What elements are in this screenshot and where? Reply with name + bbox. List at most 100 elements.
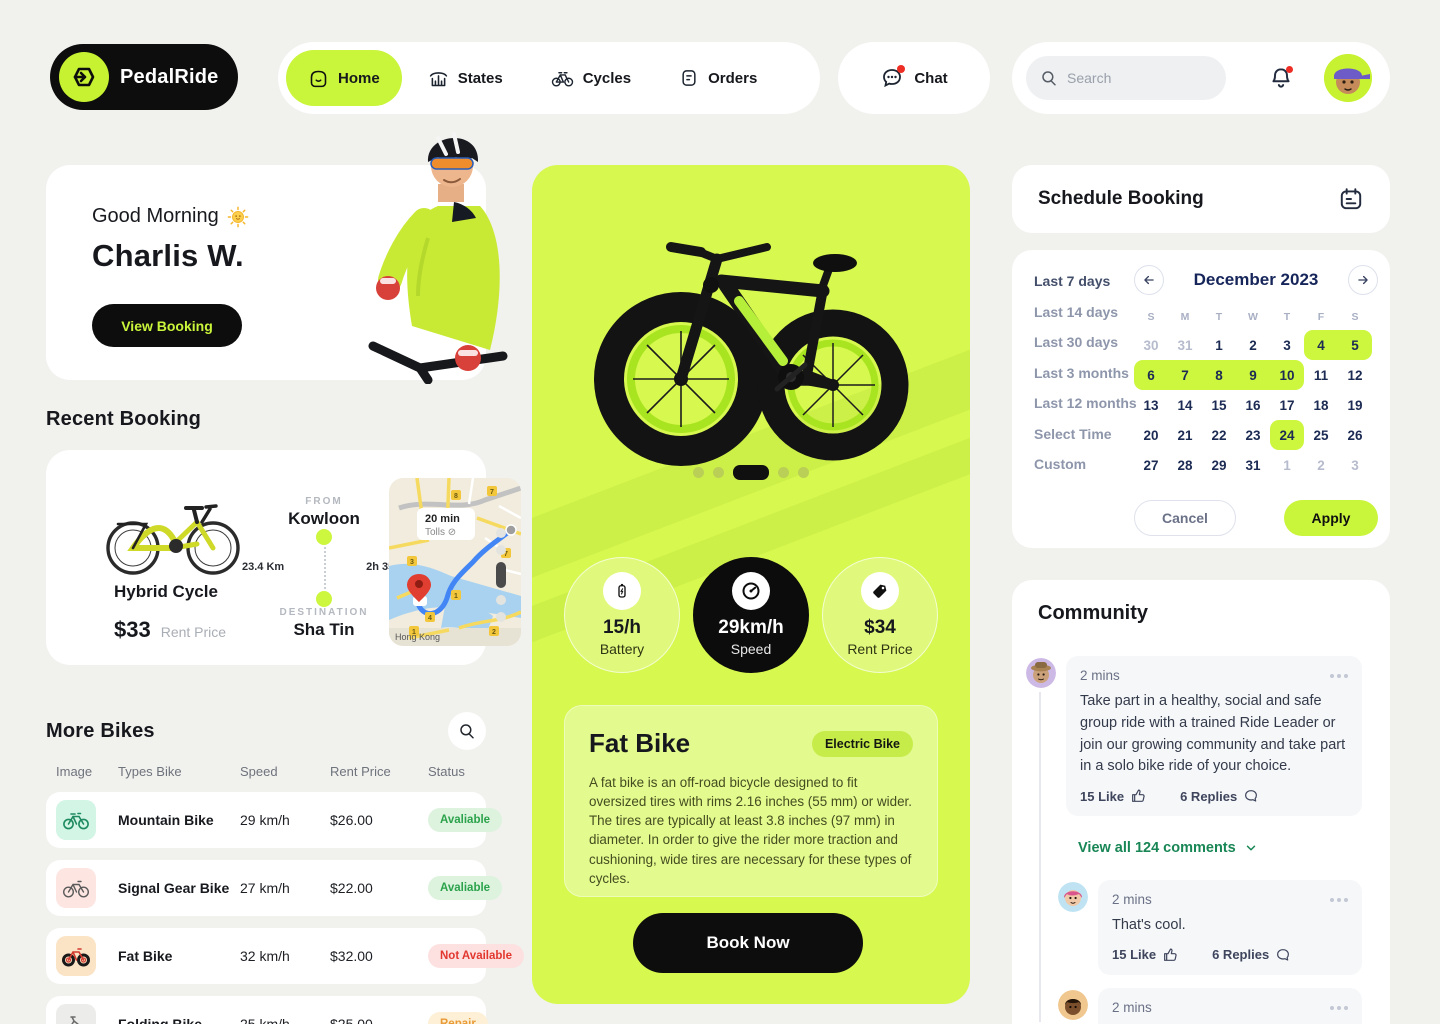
- next-month-button[interactable]: [1347, 265, 1378, 295]
- carousel-dot[interactable]: [798, 467, 809, 478]
- calendar-day[interactable]: 19: [1347, 397, 1363, 413]
- bikes-table-header: Image Types Bike Speed Rent Price Status: [46, 764, 486, 779]
- replies-button[interactable]: 6 Replies: [1180, 788, 1259, 804]
- cancel-button[interactable]: Cancel: [1134, 500, 1236, 536]
- comment-menu-button[interactable]: [1330, 1005, 1348, 1010]
- calendar-day[interactable]: 3: [1283, 337, 1291, 353]
- calendar-day[interactable]: 15: [1211, 397, 1227, 413]
- preset-last-30-days[interactable]: Last 30 days: [1034, 334, 1119, 350]
- calendar-day-selected[interactable]: 5: [1338, 330, 1372, 360]
- apply-button[interactable]: Apply: [1284, 500, 1378, 536]
- preset-custom[interactable]: Custom: [1034, 456, 1087, 472]
- search-input[interactable]: [1067, 70, 1197, 86]
- calendar-day[interactable]: 2: [1249, 337, 1257, 353]
- carousel-dot[interactable]: [693, 467, 704, 478]
- nav-item-orders[interactable]: Orders: [657, 50, 779, 106]
- preset-last-7-days[interactable]: Last 7 days: [1034, 273, 1111, 289]
- calendar-day[interactable]: 25: [1313, 427, 1329, 443]
- notification-bell[interactable]: [1268, 65, 1294, 91]
- nav-label: Home: [338, 69, 380, 87]
- bike-name: Fat Bike: [589, 728, 691, 758]
- calendar-day[interactable]: 31: [1245, 457, 1261, 473]
- calendar-day[interactable]: 2: [1317, 457, 1325, 473]
- search-field[interactable]: [1026, 56, 1226, 100]
- calendar-day[interactable]: 1: [1215, 337, 1223, 353]
- calendar-day[interactable]: 30: [1143, 337, 1159, 353]
- calendar-day-selected[interactable]: 8: [1202, 360, 1236, 390]
- prev-month-button[interactable]: [1134, 265, 1164, 295]
- calendar-day[interactable]: 3: [1351, 457, 1359, 473]
- like-button[interactable]: 15 Like: [1080, 788, 1146, 804]
- calendar-day[interactable]: 21: [1177, 427, 1193, 443]
- card-scroll-indicator[interactable]: [496, 528, 506, 622]
- comment-text: Take part in a healthy, social and safe …: [1080, 693, 1346, 775]
- carousel-dot[interactable]: [713, 467, 724, 478]
- bikes-search-button[interactable]: [448, 712, 486, 750]
- table-row-mountain-bike[interactable]: Mountain Bike 29 km/h $26.00 Avaliable: [46, 792, 503, 848]
- calendar-day[interactable]: 29: [1211, 457, 1227, 473]
- comment-text: That's cool.: [1112, 917, 1186, 933]
- calendar-day-selected[interactable]: 4: [1304, 330, 1338, 360]
- view-booking-button[interactable]: View Booking: [92, 304, 242, 347]
- calendar-icon[interactable]: [1338, 186, 1364, 212]
- comment-menu-button[interactable]: [1330, 897, 1348, 902]
- nav-item-chat[interactable]: Chat: [838, 42, 990, 114]
- calendar-day[interactable]: 28: [1177, 457, 1193, 473]
- scroll-dot[interactable]: [496, 595, 506, 605]
- preset-last-12-months[interactable]: Last 12 months: [1034, 395, 1137, 411]
- scroll-dot[interactable]: [496, 528, 506, 538]
- svg-text:Hong Kong: Hong Kong: [395, 632, 440, 642]
- calendar-day-selected[interactable]: 24: [1270, 420, 1304, 450]
- calendar-day[interactable]: 1: [1283, 457, 1291, 473]
- table-row-folding-bike[interactable]: Folding Bike 25 km/h $25.00 Repair: [46, 996, 488, 1024]
- chat-unread-dot: [897, 65, 906, 73]
- calendar-day[interactable]: 16: [1245, 397, 1261, 413]
- calendar-day[interactable]: 26: [1347, 427, 1363, 443]
- book-now-button[interactable]: Book Now: [633, 913, 863, 973]
- scroll-dot[interactable]: [496, 545, 506, 555]
- carousel-dot-active[interactable]: [733, 465, 769, 480]
- calendar-day[interactable]: 22: [1211, 427, 1227, 443]
- comment-menu-button[interactable]: [1330, 673, 1348, 678]
- bike-thumbnail: [56, 868, 96, 908]
- calendar-day-selected[interactable]: 6: [1134, 360, 1168, 390]
- calendar-day[interactable]: 23: [1245, 427, 1261, 443]
- calendar-day[interactable]: 13: [1143, 397, 1159, 413]
- table-row-fat-bike[interactable]: Fat Bike 32 km/h $32.00 Not Available: [46, 928, 524, 984]
- preset-last-3-months[interactable]: Last 3 months: [1034, 364, 1129, 381]
- recent-booking-card[interactable]: Hybrid Cycle $33 Rent Price FROM Kowloon…: [46, 450, 521, 665]
- calendar-day-selected[interactable]: 10: [1270, 360, 1304, 390]
- like-count: 15 Like: [1112, 947, 1157, 963]
- calendar-day[interactable]: 14: [1177, 397, 1193, 413]
- preset-last-14-days[interactable]: Last 14 days: [1034, 303, 1119, 320]
- commenter-avatar: [1026, 658, 1056, 688]
- carousel-dot[interactable]: [778, 467, 789, 478]
- bell-icon: [1272, 68, 1290, 88]
- calendar-day[interactable]: 17: [1279, 397, 1295, 413]
- scroll-dot[interactable]: [496, 612, 506, 622]
- calendar-day[interactable]: 27: [1143, 457, 1159, 473]
- table-row-signal-gear-bike[interactable]: Signal Gear Bike 27 km/h $22.00 Avaliabl…: [46, 860, 503, 916]
- calendar-day[interactable]: 12: [1347, 367, 1363, 383]
- bike-thumbnail: [56, 936, 96, 976]
- replies-button[interactable]: 6 Replies: [1212, 947, 1291, 963]
- nav-item-states[interactable]: States: [406, 50, 525, 106]
- from-label: FROM: [305, 496, 343, 507]
- route-map[interactable]: 20 min Tolls ⊘ 7 8 7 3 1 4 1 2 Hong Kong: [389, 478, 521, 646]
- calendar-day[interactable]: 20: [1143, 427, 1159, 443]
- calendar-day[interactable]: 18: [1313, 397, 1329, 413]
- calendar-day-selected[interactable]: 9: [1236, 360, 1270, 390]
- like-button[interactable]: 15 Like: [1112, 947, 1178, 963]
- scroll-dot-active[interactable]: [496, 562, 506, 588]
- more-bikes-title: More Bikes: [46, 719, 155, 742]
- logo[interactable]: PedalRide: [50, 44, 238, 110]
- nav-item-home[interactable]: Home: [286, 50, 402, 106]
- preset-select-time[interactable]: Select Time: [1034, 425, 1112, 442]
- calendar-day[interactable]: 11: [1313, 367, 1329, 383]
- user-avatar[interactable]: [1324, 54, 1372, 102]
- svg-text:4: 4: [428, 615, 432, 622]
- calendar-day[interactable]: 31: [1177, 337, 1193, 353]
- view-all-comments-link[interactable]: View all 124 comments: [1078, 840, 1258, 856]
- calendar-day-selected[interactable]: 7: [1168, 360, 1202, 390]
- nav-item-cycles[interactable]: Cycles: [529, 50, 653, 106]
